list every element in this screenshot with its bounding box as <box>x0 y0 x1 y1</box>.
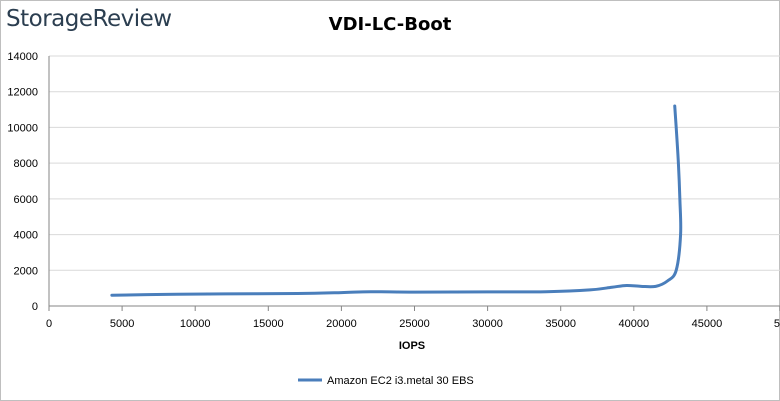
series-line <box>110 104 683 297</box>
y-tick-label: 10000 <box>7 122 38 134</box>
x-tick-label: 5000 <box>110 318 134 330</box>
y-tick-label: 8000 <box>14 158 38 170</box>
y-tick-label: 14000 <box>7 51 38 63</box>
x-tick-label: 50 <box>774 318 780 330</box>
storagereview-logo: StorageReview <box>6 6 172 32</box>
chart-title: VDI-LC-Boot <box>328 14 452 35</box>
x-tick-label: 15000 <box>253 318 284 330</box>
x-tick-label: 10000 <box>180 318 211 330</box>
y-tick-label: 0 <box>32 301 38 313</box>
legend-label: Amazon EC2 i3.metal 30 EBS <box>327 375 474 387</box>
y-tick-label: 4000 <box>14 230 38 242</box>
x-tick-label: 20000 <box>326 318 357 330</box>
y-tick-label: 12000 <box>7 87 38 99</box>
x-tick-label: 40000 <box>619 318 650 330</box>
x-tick-label: 30000 <box>472 318 503 330</box>
x-tick-label: 45000 <box>692 318 723 330</box>
x-tick-label: 35000 <box>545 318 576 330</box>
legend: Amazon EC2 i3.metal 30 EBS <box>298 375 474 387</box>
x-axis-label: IOPS <box>399 340 425 352</box>
y-tick-label: 2000 <box>14 265 38 277</box>
x-tick-label: 0 <box>46 318 52 330</box>
x-tick-label: 25000 <box>399 318 430 330</box>
y-tick-label: 6000 <box>14 194 38 206</box>
